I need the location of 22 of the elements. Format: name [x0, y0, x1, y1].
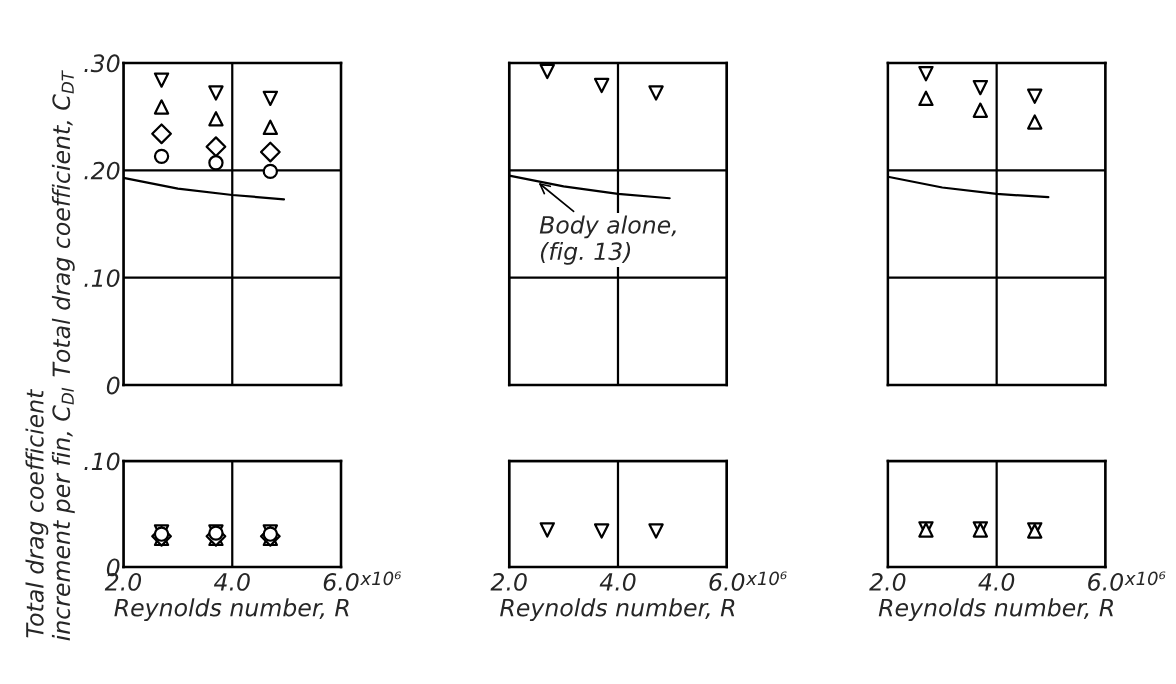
- y-tick-label: .20: [84, 161, 120, 180]
- y-axis-title: Total drag coefficient, C$_{DT}$: [51, 70, 75, 377]
- x-axis-title: Reynolds number, R: [500, 598, 735, 622]
- x-tick-label: 4.0: [978, 573, 1015, 591]
- x-tick-label: 6.0: [709, 573, 745, 591]
- x-tick-label: 6.0: [1088, 573, 1124, 591]
- y-axis-title: Total drag coefficient increment per fin, C$_{DI}$: [25, 387, 75, 641]
- x-tick-label: 2.0: [869, 573, 906, 591]
- x-tick-label: 4.0: [213, 573, 250, 591]
- text: x10⁶: [1124, 571, 1166, 586]
- x-tick-label: 2.0: [490, 573, 527, 591]
- y-tick-label: 0: [106, 376, 120, 395]
- y-tick-label: .10: [84, 452, 120, 471]
- x-tick-label: 6.0: [323, 573, 359, 591]
- annotation: Body alone, (fig. 13): [539, 215, 676, 265]
- text: x10⁶: [360, 571, 401, 586]
- x-axis-title: Reynolds number, R: [878, 598, 1113, 622]
- y-tick-label: .10: [84, 269, 120, 288]
- text: x10⁶: [745, 571, 787, 586]
- y-tick-label: .30: [84, 54, 120, 73]
- x-tick-label: 4.0: [599, 573, 636, 591]
- x-axis-title: Reynolds number, R: [114, 598, 349, 622]
